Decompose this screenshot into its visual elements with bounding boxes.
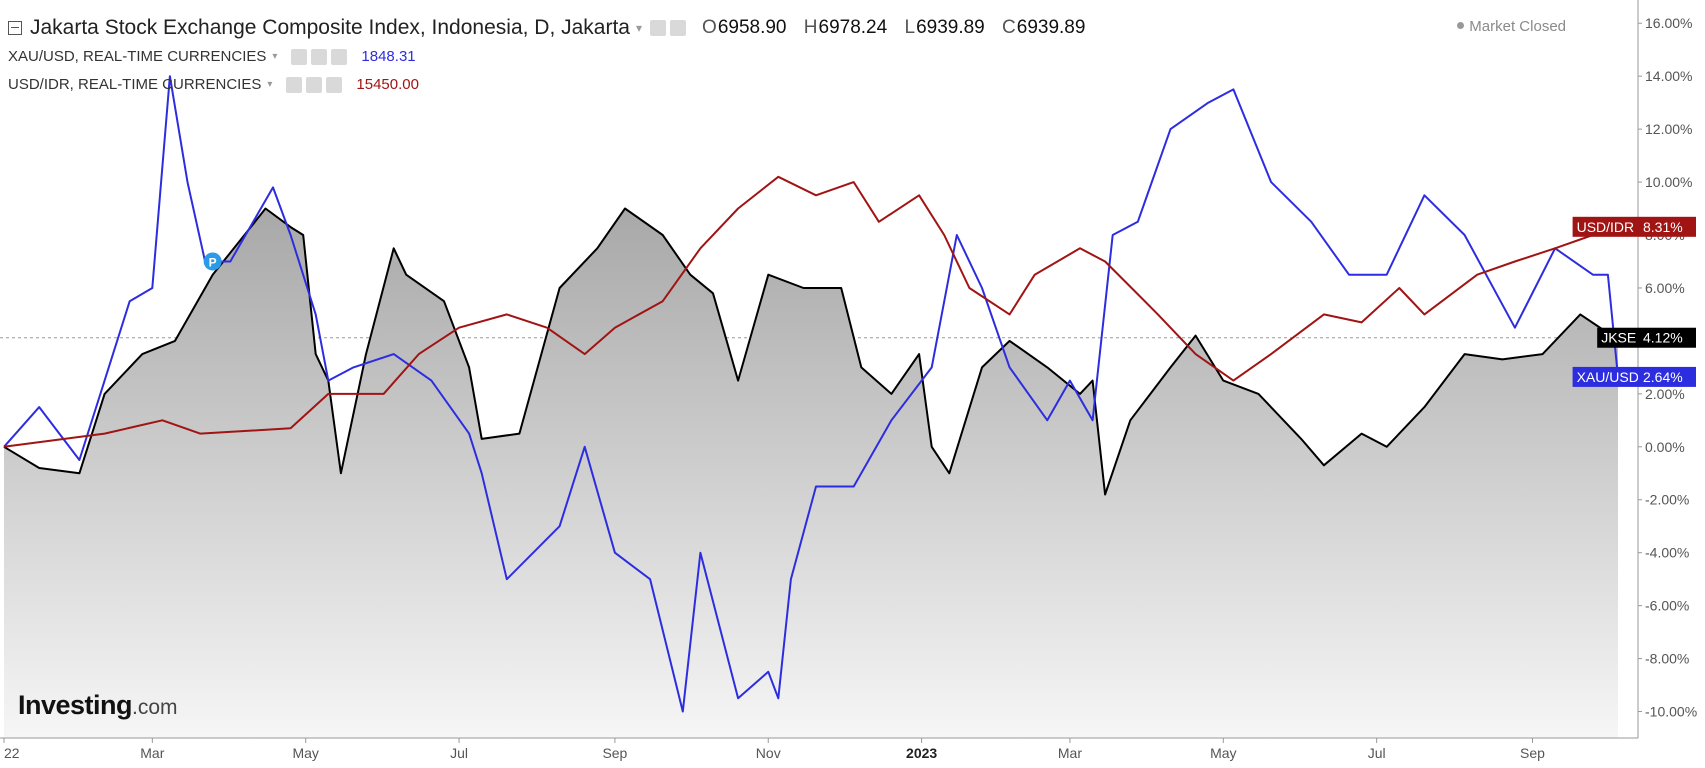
title-row: Jakarta Stock Exchange Composite Index, …: [8, 16, 1097, 40]
ohlc-low-value: 6939.89: [916, 17, 985, 38]
series-line-jkse: [3, 207, 1619, 496]
y-tick-label: 10.00%: [1645, 174, 1692, 190]
overlay-dropdown-icon[interactable]: ▾: [272, 51, 278, 62]
status-dot-icon: [1457, 22, 1465, 29]
x-tick-label: Jul: [450, 745, 468, 761]
overlay-dropdown-icon[interactable]: ▾: [267, 79, 273, 90]
x-tick-label: May: [292, 745, 318, 761]
x-tick-label: Mar: [1058, 745, 1082, 761]
collapse-icon[interactable]: [8, 21, 22, 35]
eye-icon[interactable]: [650, 20, 667, 36]
ohlc-low-key: L: [904, 17, 916, 38]
marker-label: P: [209, 255, 217, 269]
series-tag-value-box-jkse: [1638, 327, 1696, 348]
series-line-usd-idr: [3, 175, 1619, 448]
x-tick-label: Mar: [140, 745, 164, 761]
series-tag-jkse: [1597, 327, 1638, 348]
y-tick-label: 6.00%: [1645, 280, 1685, 296]
ohlc-open-value: 6958.90: [717, 17, 787, 38]
x-tick-label: May: [1210, 745, 1236, 761]
settings-icon[interactable]: [306, 76, 323, 93]
overlay-name: XAU/USD, REAL-TIME CURRENCIES: [8, 48, 267, 65]
overlay-value: 1848.31: [361, 48, 416, 65]
y-tick-label: 12.00%: [1645, 121, 1692, 137]
marker-circle: [203, 252, 222, 271]
ohlc-readout: O6958.90 H6978.24 L6939.89 C6939.89: [702, 17, 1097, 39]
series-tag-value-box-usd-idr: [1638, 216, 1696, 237]
y-tick-label: 0.00%: [1645, 439, 1685, 455]
chart-title: Jakarta Stock Exchange Composite Index, …: [30, 16, 630, 39]
x-tick-label: Jul: [1368, 745, 1386, 761]
series-tag-value-xau-usd: 2.64%: [1643, 369, 1683, 385]
y-tick-label: -2.00%: [1645, 492, 1689, 508]
series-tag-value-jkse: 4.12%: [1643, 330, 1683, 346]
y-tick-label: -10.00%: [1645, 704, 1697, 720]
close-icon[interactable]: [326, 76, 343, 93]
y-tick-label: 14.00%: [1645, 68, 1692, 84]
y-tick-label: -8.00%: [1645, 651, 1689, 667]
brand-suffix: .com: [132, 696, 178, 719]
title-dropdown-icon[interactable]: ▾: [636, 21, 643, 35]
y-tick-label: -4.00%: [1645, 545, 1689, 561]
overlay-value: 15450.00: [356, 76, 419, 93]
series-tag-name-jkse: JKSE: [1601, 330, 1636, 346]
y-tick-label: 2.00%: [1645, 386, 1685, 402]
brand-name: Investing: [18, 690, 133, 720]
close-icon[interactable]: [331, 48, 348, 65]
eye-icon[interactable]: [291, 48, 308, 65]
series-tag-name-xau-usd: XAU/USD: [1577, 369, 1639, 385]
settings-icon[interactable]: [311, 48, 328, 65]
overlay-name: USD/IDR, REAL-TIME CURRENCIES: [8, 76, 262, 93]
x-tick-label: Nov: [756, 745, 781, 761]
ohlc-open-key: O: [702, 17, 717, 38]
ohlc-high-value: 6978.24: [818, 17, 888, 38]
series-area-jkse: [4, 208, 1618, 738]
y-tick-label: -6.00%: [1645, 598, 1689, 614]
ohlc-close-key: C: [1002, 17, 1016, 38]
x-tick-label: 2023: [906, 745, 937, 761]
x-tick-label: 22: [4, 745, 20, 761]
market-status: Market Closed: [1457, 18, 1566, 35]
market-status-text: Market Closed: [1469, 18, 1566, 35]
series-tag-value-box-xau-usd: [1638, 366, 1696, 387]
ohlc-close-value: 6939.89: [1016, 17, 1086, 38]
eye-icon[interactable]: [286, 76, 303, 93]
x-tick-label: Sep: [1520, 745, 1545, 761]
ohlc-high-key: H: [803, 17, 818, 38]
settings-icon[interactable]: [670, 20, 687, 36]
overlay-row-xauusd[interactable]: XAU/USD, REAL-TIME CURRENCIES ▾ 1848.31: [8, 48, 416, 65]
series-line-xau-usd: [3, 75, 1619, 713]
chart-header: Jakarta Stock Exchange Composite Index, …: [0, 0, 1640, 110]
overlay-row-usdidr[interactable]: USD/IDR, REAL-TIME CURRENCIES ▾ 15450.00: [8, 76, 419, 93]
series-tag-name-usd-idr: USD/IDR: [1577, 219, 1635, 235]
y-tick-label: 16.00%: [1645, 15, 1692, 31]
investing-logo: Investing.com: [18, 690, 178, 721]
series-tag-usd-idr: [1572, 216, 1638, 237]
x-tick-label: Sep: [602, 745, 627, 761]
series-tag-value-usd-idr: 8.31%: [1643, 219, 1683, 235]
series-tag-xau-usd: [1572, 366, 1638, 387]
